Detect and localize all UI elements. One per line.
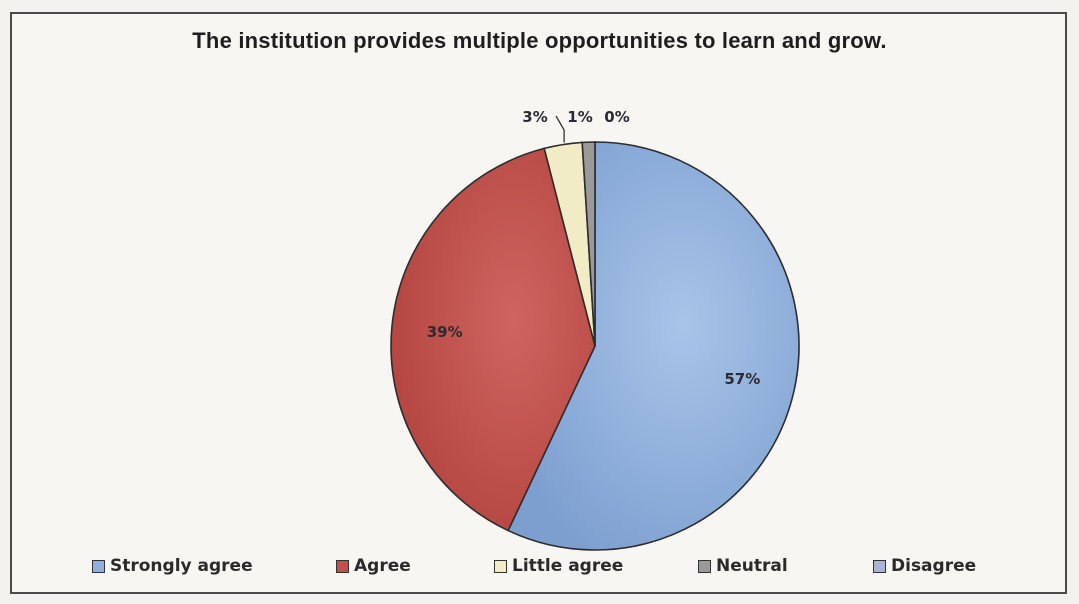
chart-title: The institution provides multiple opport…: [192, 28, 887, 53]
legend-swatch: [698, 559, 711, 573]
pie-slice-strongly-agree: [507, 141, 800, 551]
legend-item-disagree: Disagree: [873, 556, 976, 576]
legend-swatch: [494, 559, 507, 573]
data-label-agree: 39%: [427, 323, 463, 341]
data-label-neutral: 1%: [567, 108, 592, 126]
data-label-strongly-agree: 57%: [724, 370, 760, 388]
legend-label: Agree: [354, 556, 411, 576]
legend-item-neutral: Neutral: [698, 556, 788, 576]
legend-label: Neutral: [716, 556, 788, 576]
legend-swatch: [873, 559, 886, 573]
legend-item-little-agree: Little agree: [494, 556, 623, 576]
pie-slice-agree: [390, 147, 596, 532]
legend: Strongly agree Agree Little agree Neutral Di…: [0, 556, 1079, 584]
legend-label: Strongly agree: [110, 556, 253, 576]
legend-label: Little agree: [512, 556, 624, 576]
data-label-little-agree: 3%: [522, 108, 547, 126]
legend-swatch: [92, 559, 105, 573]
legend-item-agree: Agree: [336, 556, 411, 576]
legend-swatch: [336, 559, 349, 573]
pie-slice-neutral: [581, 141, 596, 347]
legend-label: Disagree: [891, 556, 977, 576]
legend-item-strongly-agree: Strongly agree: [92, 556, 253, 576]
leader-line-little-agree: [555, 115, 565, 143]
data-label-disagree: 0%: [604, 108, 629, 126]
